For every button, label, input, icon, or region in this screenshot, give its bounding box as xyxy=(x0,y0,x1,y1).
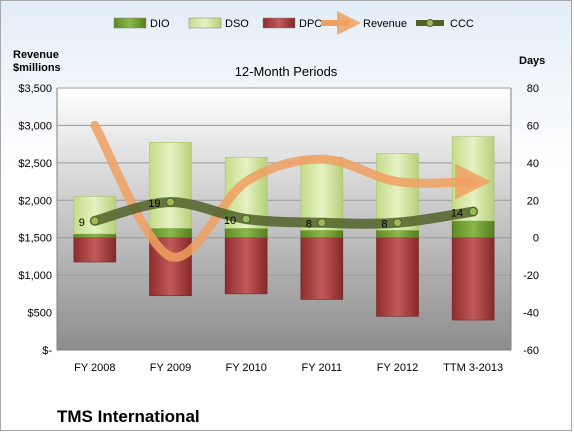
bar-dpo xyxy=(376,237,419,317)
revenue-line xyxy=(90,120,492,262)
ccc-point xyxy=(241,214,251,224)
right-tick-label: 20 xyxy=(527,195,539,207)
category-label: FY 2008 xyxy=(74,362,115,374)
left-tick-label: $1,000 xyxy=(18,270,52,282)
ccc-point xyxy=(166,197,175,207)
left-tick-label: $2,000 xyxy=(18,195,52,207)
ccc-data-label: 19 xyxy=(148,198,160,210)
legend-swatch-dpo xyxy=(262,17,296,29)
right-tick-label: 40 xyxy=(527,158,539,170)
legend-label-dpo: DPO xyxy=(299,18,323,30)
left-tick-label: $3,500 xyxy=(18,83,52,95)
category-label: FY 2011 xyxy=(302,362,343,374)
left-tick-label: $- xyxy=(42,345,52,357)
ccc-point xyxy=(317,218,327,228)
bar-dio xyxy=(451,220,495,239)
legend-label-revenue: Revenue xyxy=(363,18,407,30)
category-label: FY 2009 xyxy=(150,362,191,374)
legend-label-dso: DSO xyxy=(225,18,249,30)
bar-dso xyxy=(149,141,192,229)
bar-dio xyxy=(73,233,117,239)
right-tick-label: -60 xyxy=(523,345,539,357)
right-tick-label: 60 xyxy=(527,120,539,132)
right-tick-label: -40 xyxy=(523,308,539,320)
category-label: FY 2010 xyxy=(225,362,266,374)
right-tick-label: 80 xyxy=(527,83,539,95)
left-tick-label: $3,000 xyxy=(18,120,52,132)
bar-dpo xyxy=(224,237,268,295)
left-tick-label: $500 xyxy=(28,308,52,320)
left-axis-title: Revenue $millions xyxy=(13,49,61,74)
right-tick-label: -20 xyxy=(523,270,539,282)
ccc-point xyxy=(393,218,402,228)
ccc-line xyxy=(89,197,479,229)
legend-swatch-ccc-marker xyxy=(426,19,434,27)
left-tick-label: $1,500 xyxy=(18,233,52,245)
category-label: TTM 3-2013 xyxy=(443,362,503,374)
ccc-data-label: 14 xyxy=(451,208,463,220)
ccc-data-label: 8 xyxy=(381,219,387,231)
bar-dio xyxy=(224,228,268,239)
legend-swatch-dio xyxy=(113,17,147,29)
bar-dio xyxy=(300,229,344,239)
bar-dpo xyxy=(451,237,495,321)
bar-dpo xyxy=(300,237,344,300)
bar-dpo xyxy=(73,237,117,263)
ccc-data-label: 8 xyxy=(306,219,312,231)
legend-label-dio: DIO xyxy=(150,18,170,30)
ccc-data-label: 10 xyxy=(224,215,236,227)
company-name: TMS International xyxy=(57,407,200,426)
chart-title: 12-Month Periods xyxy=(235,64,338,79)
bar-dio xyxy=(376,229,419,239)
legend-label-ccc: CCC xyxy=(450,18,474,30)
right-axis-title: Days xyxy=(519,55,545,67)
legend-swatch-dso xyxy=(188,17,222,29)
left-tick-label: $2,500 xyxy=(18,158,52,170)
right-tick-label: 0 xyxy=(533,233,539,245)
ccc-point xyxy=(468,207,478,217)
ccc-data-label: 9 xyxy=(79,217,85,229)
ccc-point xyxy=(90,216,100,226)
category-label: FY 2012 xyxy=(377,362,418,374)
